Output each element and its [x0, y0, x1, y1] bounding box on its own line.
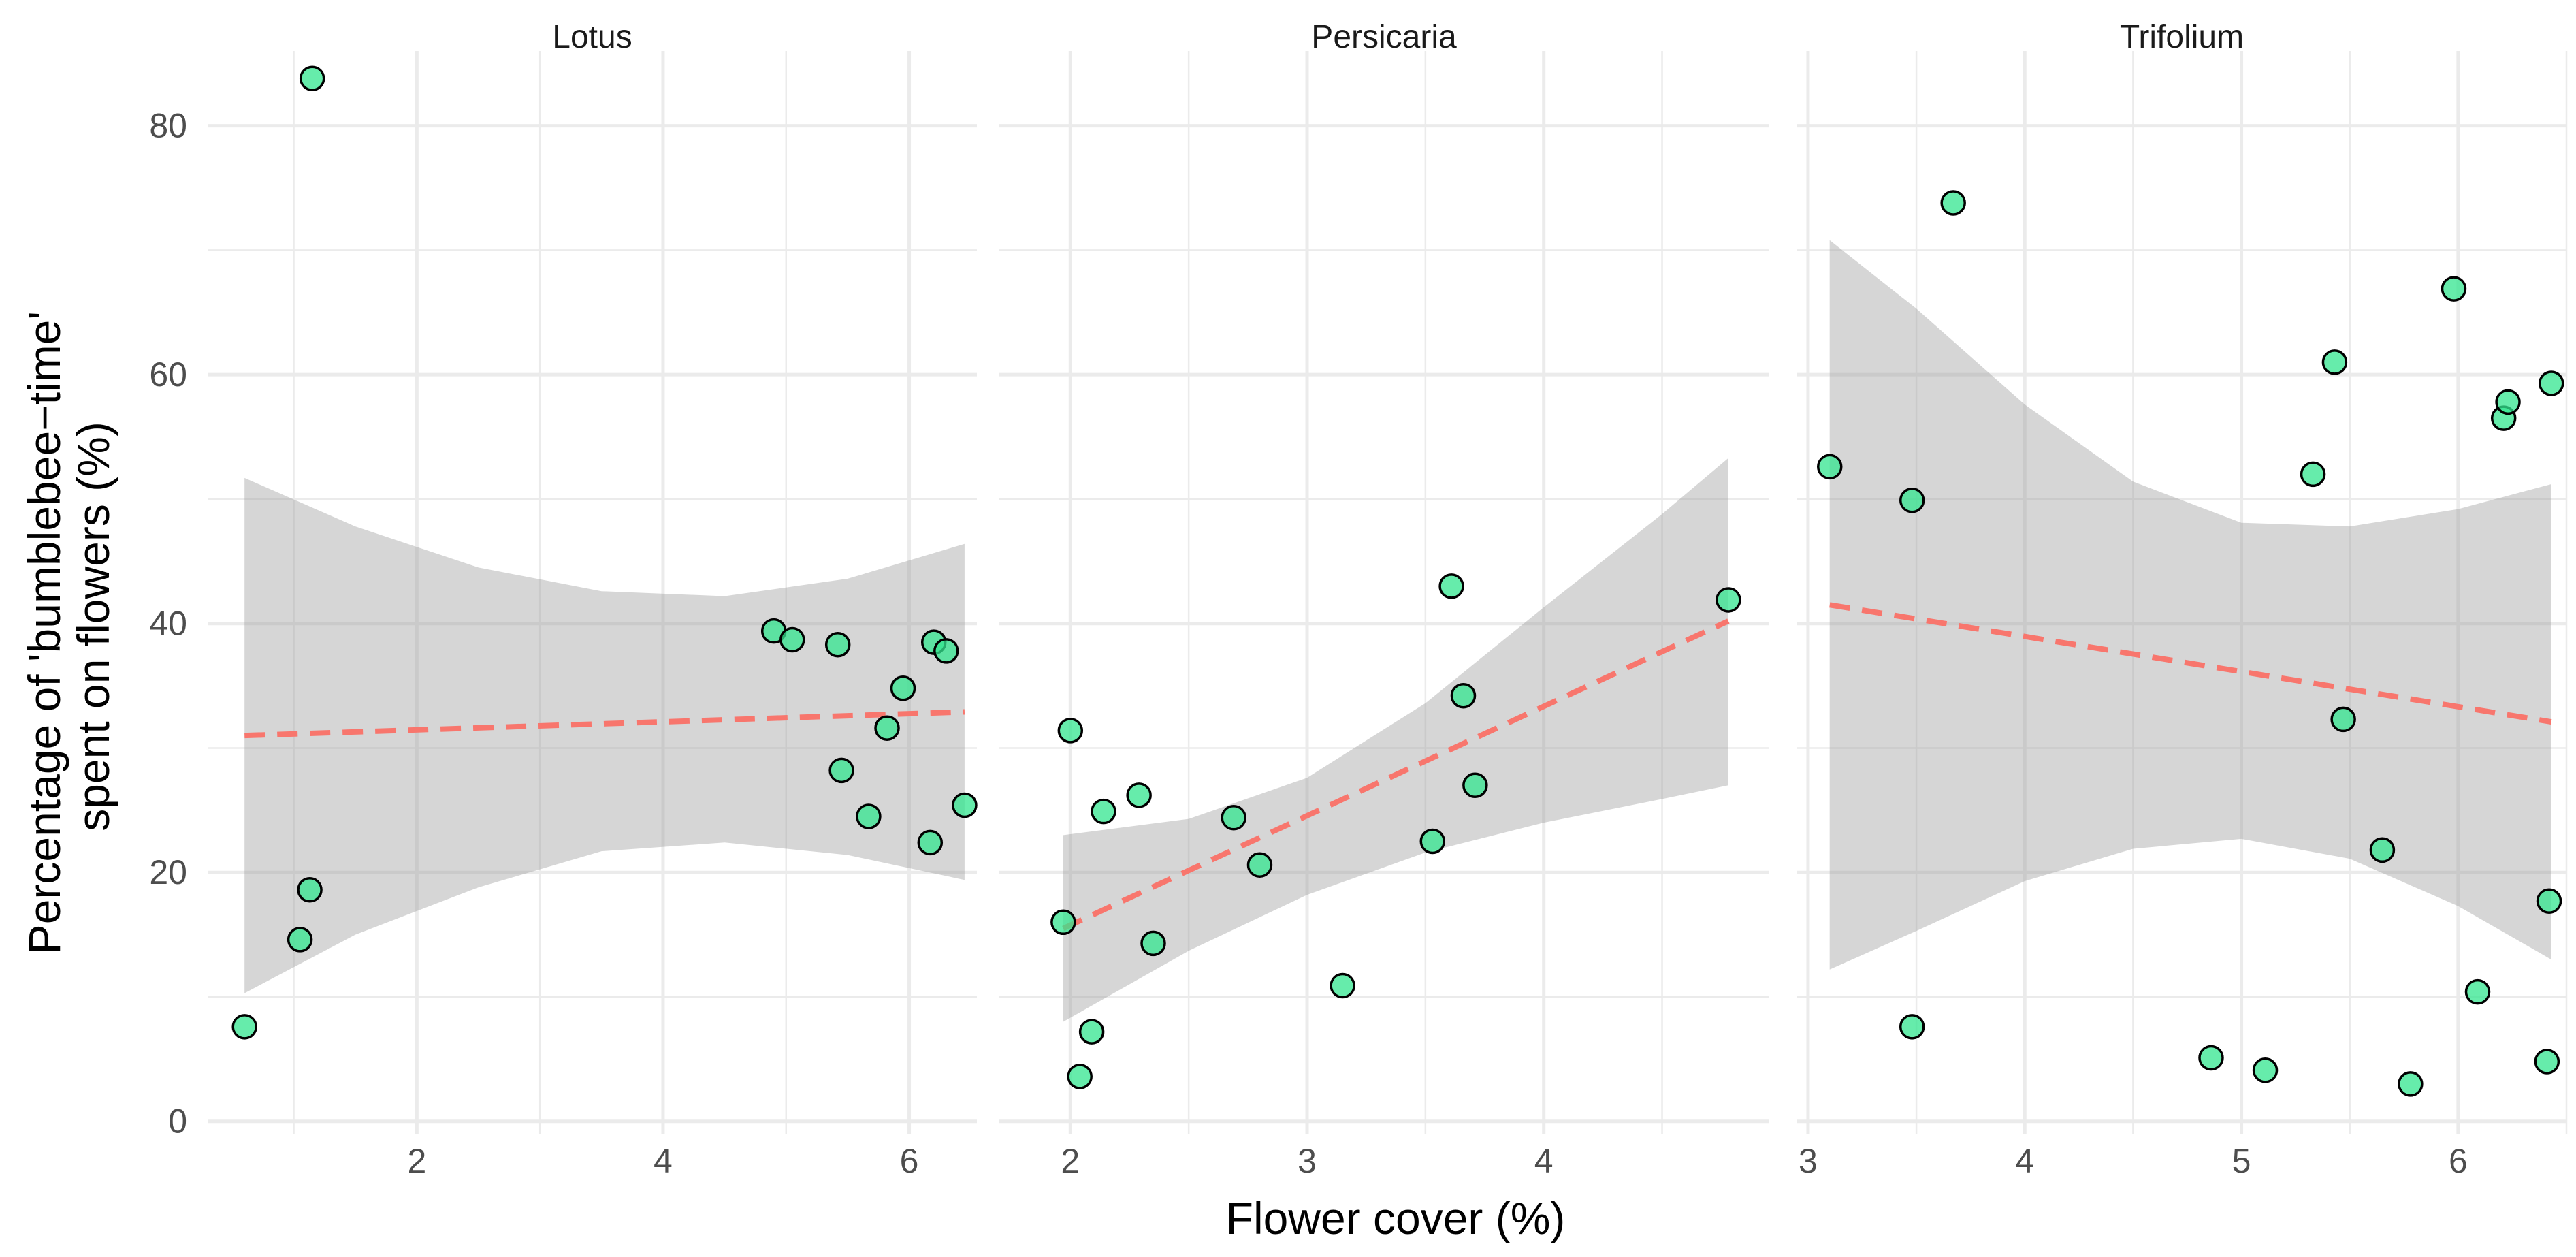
x-tick-label: 3: [1298, 1142, 1317, 1180]
data-point: [874, 715, 900, 741]
data-point: [1419, 828, 1446, 855]
x-tick-label: 2: [407, 1142, 426, 1180]
data-point: [1126, 782, 1152, 808]
panel-persicaria: Persicaria 2 3 4: [999, 19, 1769, 1180]
data-point: [1438, 573, 1464, 599]
data-point: [1716, 587, 1741, 613]
data-point: [1899, 1014, 1925, 1040]
trend-line: [244, 709, 965, 739]
trend-line: [1829, 602, 2552, 725]
trend-line: [1062, 618, 1730, 932]
data-point: [287, 927, 313, 953]
confidence-band: [244, 477, 965, 993]
data-point: [2398, 1071, 2424, 1097]
x-tick-label: 6: [900, 1142, 919, 1180]
data-point: [890, 675, 916, 701]
data-point: [2330, 706, 2356, 733]
data-point: [1899, 488, 1925, 513]
y-tick-label: 20: [149, 853, 187, 891]
data-point: [1221, 805, 1246, 831]
y-axis-title-line-2: spent on flowers (%): [68, 421, 118, 831]
data-point: [917, 829, 944, 856]
x-tick-label: 4: [1534, 1142, 1553, 1180]
data-point: [1462, 772, 1488, 799]
data-point: [1057, 718, 1084, 744]
panel-trifolium: Trifolium 3 4 5 6: [1797, 19, 2568, 1180]
y-axis-title: Percentage of 'bumblebee−time' spent on …: [19, 299, 118, 955]
confidence-band: [1829, 240, 2551, 970]
data-point: [828, 757, 854, 784]
data-point: [231, 1014, 257, 1040]
data-point: [2198, 1045, 2224, 1071]
facet-label: Persicaria: [1311, 19, 1457, 55]
data-point: [2252, 1057, 2279, 1083]
y-axis-title-line-1: Percentage of 'bumblebee−time': [19, 311, 69, 954]
y-tick-label: 0: [168, 1102, 187, 1141]
data-point: [856, 803, 882, 829]
data-point: [1140, 930, 1166, 957]
x-tick-label: 5: [2232, 1142, 2251, 1180]
x-tick-label: 3: [1799, 1142, 1818, 1180]
data-point: [2300, 461, 2326, 488]
data-point: [297, 877, 323, 903]
data-point: [1816, 454, 1843, 480]
confidence-band: [1063, 458, 1728, 1022]
data-point: [2534, 1049, 2560, 1075]
data-point: [2321, 349, 2348, 375]
facet-label: Lotus: [552, 19, 632, 55]
data-point: [952, 792, 978, 818]
y-tick-label: 60: [149, 355, 187, 394]
data-point: [779, 626, 805, 653]
data-point: [1078, 1019, 1105, 1045]
data-point: [1330, 972, 1355, 999]
data-point: [1091, 798, 1116, 825]
data-point: [299, 65, 325, 91]
x-axis-title: Flower cover (%): [1226, 1193, 1566, 1243]
y-tick-label: 40: [149, 605, 187, 643]
data-point: [2538, 370, 2564, 396]
x-tick-label: 6: [2449, 1142, 2468, 1180]
x-tick-label: 4: [2015, 1142, 2034, 1180]
data-point: [1050, 909, 1076, 936]
facet-label: Trifolium: [2120, 19, 2244, 55]
data-point: [2464, 978, 2491, 1005]
x-tick-label: 4: [654, 1142, 673, 1180]
data-point: [1067, 1064, 1093, 1089]
data-point: [2441, 276, 2467, 302]
data-point: [824, 632, 851, 658]
data-point: [2495, 389, 2521, 415]
x-tick-label: 2: [1061, 1142, 1080, 1180]
data-point: [933, 638, 959, 664]
data-point: [1940, 190, 1966, 216]
y-tick-label: 80: [149, 107, 187, 145]
data-point: [2369, 837, 2396, 863]
data-point: [1450, 682, 1477, 709]
data-point: [2536, 888, 2562, 914]
data-point: [1246, 852, 1273, 878]
